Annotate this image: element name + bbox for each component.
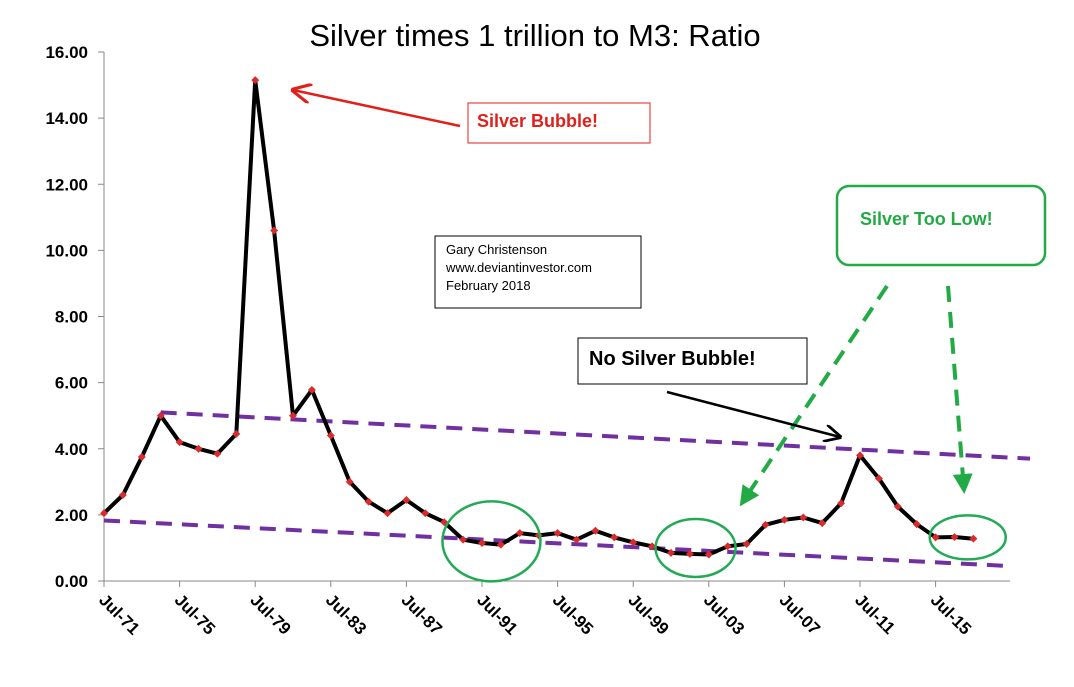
- x-tick-label: Jul-03: [700, 590, 748, 638]
- y-tick-label: 2.00: [55, 506, 88, 525]
- data-point: [307, 385, 316, 394]
- x-tick-label: Jul-83: [322, 590, 370, 638]
- y-tick-label: 0.00: [55, 572, 88, 591]
- data-point: [780, 515, 789, 524]
- data-point: [969, 534, 978, 543]
- data-point: [629, 538, 638, 547]
- data-point: [175, 438, 184, 447]
- silver-too-low-box: [835, 184, 1047, 267]
- y-ticks: 0.00 2.00 4.00 6.00 8.00 10.00 12.00 14.00 16.00: [45, 43, 104, 591]
- data-point: [289, 411, 297, 420]
- y-tick-label: 16.00: [45, 43, 88, 62]
- y-tick-label: 12.00: [45, 175, 88, 194]
- silver-bubble-box: [467, 102, 651, 144]
- data-point: [496, 540, 505, 549]
- x-tick-label: Jul-07: [776, 590, 824, 638]
- y-tick-label: 8.00: [55, 308, 88, 327]
- data-point: [950, 533, 959, 541]
- data-point: [137, 453, 146, 461]
- highlight-circle: [928, 514, 1007, 561]
- no-silver-bubble-label: No Silver Bubble!: [589, 348, 756, 370]
- x-tick-label: Jul-15: [927, 590, 975, 638]
- trendline: [103, 518, 1012, 569]
- data-point: [874, 474, 883, 483]
- x-tick-label: Jul-95: [549, 590, 597, 638]
- data-point: [799, 513, 808, 522]
- data-point: [194, 444, 203, 453]
- trendlines: [103, 410, 1031, 569]
- data-point: [270, 226, 279, 235]
- series-silver-m3-ratio: [100, 76, 978, 559]
- x-tick-label: Jul-75: [171, 590, 219, 638]
- x-ticks: Jul-71 Jul-75 Jul-79 Jul-83 Jul-87 Jul-91 Jul-…: [95, 581, 975, 639]
- data-point: [685, 549, 694, 558]
- credit-box: [434, 235, 642, 309]
- data-point: [232, 429, 241, 438]
- data-point: [326, 431, 335, 440]
- data-point: [591, 526, 600, 535]
- series-line: [102, 78, 974, 557]
- y-tick-label: 10.00: [45, 241, 88, 260]
- too-low-arrow-left: [739, 284, 889, 507]
- x-tick-label: Jul-87: [398, 590, 446, 638]
- data-point: [213, 449, 222, 458]
- data-point: [251, 76, 260, 85]
- trendline: [160, 410, 1031, 461]
- too-low-arrow-right: [946, 285, 973, 494]
- credit-line-2: www.deviantinvestor.com: [445, 260, 592, 275]
- credit-line-1: Gary Christenson: [446, 242, 547, 257]
- y-tick-label: 6.00: [55, 374, 88, 393]
- data-point: [364, 497, 373, 506]
- credit-line-3: February 2018: [446, 278, 531, 293]
- data-point: [402, 496, 411, 504]
- data-point: [345, 477, 354, 486]
- silver-bubble-label: Silver Bubble!: [477, 111, 598, 131]
- data-point: [837, 499, 846, 508]
- highlight-circles: [441, 500, 1007, 583]
- data-point: [156, 411, 165, 420]
- silver-bubble-arrow: [293, 90, 461, 128]
- data-point: [478, 539, 486, 547]
- data-point: [421, 509, 430, 518]
- y-tick-label: 4.00: [55, 440, 88, 459]
- x-tick-label: Jul-71: [95, 590, 143, 638]
- x-tick-label: Jul-99: [624, 590, 672, 638]
- highlight-circle: [441, 500, 542, 583]
- y-tick-label: 14.00: [45, 109, 88, 128]
- highlight-circle: [654, 517, 737, 579]
- data-point: [383, 509, 392, 518]
- no-silver-bubble-arrow: [666, 390, 840, 437]
- chart-title: Silver times 1 trillion to M3: Ratio: [309, 18, 760, 53]
- x-tick-label: Jul-11: [851, 590, 899, 638]
- x-tick-label: Jul-91: [473, 590, 521, 638]
- x-tick-label: Jul-79: [246, 590, 294, 638]
- no-silver-bubble-box: [577, 337, 808, 385]
- silver-too-low-label: Silver Too Low!: [860, 209, 993, 229]
